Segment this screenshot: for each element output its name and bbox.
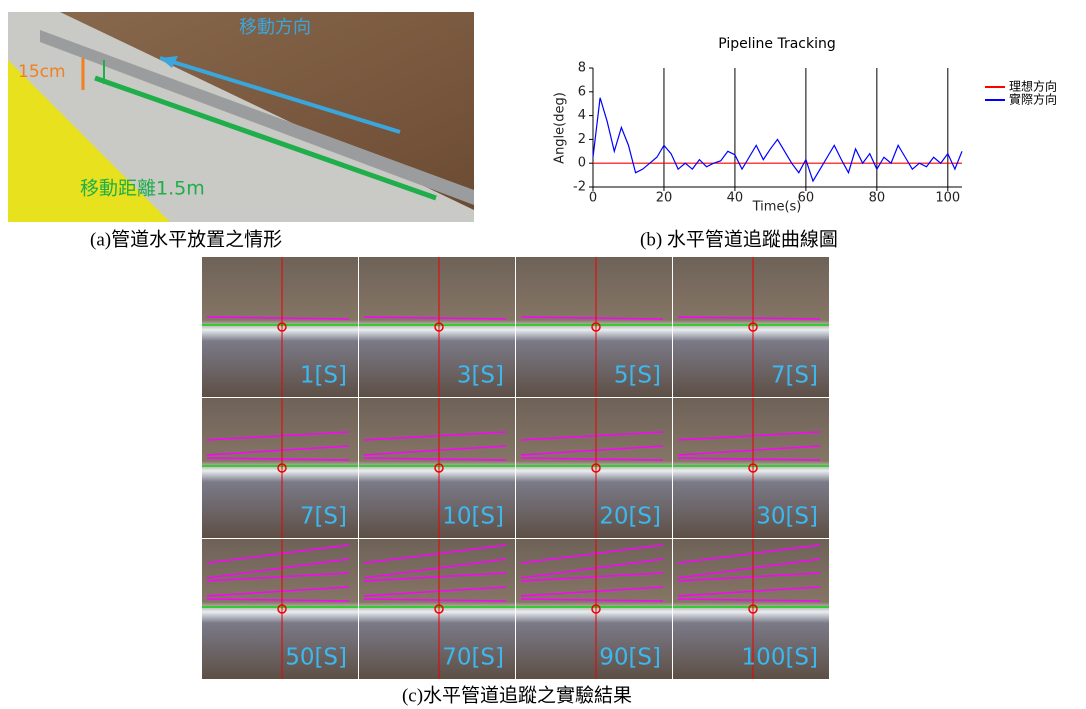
x-tick-label: 80 xyxy=(869,191,886,206)
tile: 70[S] xyxy=(359,539,515,679)
chart-title: Pipeline Tracking xyxy=(718,36,836,52)
caption: (c)水平管道追蹤之實驗結果 xyxy=(402,684,632,706)
data-line xyxy=(593,98,962,181)
y-axis-label: Angle(deg) xyxy=(553,92,568,164)
tile-label: 100[S] xyxy=(742,645,818,671)
x-tick-label: 20 xyxy=(656,191,673,206)
tile: 3[S] xyxy=(359,257,515,397)
tile-label: 50[S] xyxy=(285,645,347,671)
photo-label: 15cm xyxy=(18,62,66,82)
tile: 1[S] xyxy=(202,257,358,397)
tile-label: 20[S] xyxy=(599,504,661,530)
x-tick-label: 60 xyxy=(798,191,815,206)
x-tick-label: 0 xyxy=(589,191,597,206)
tile: 100[S] xyxy=(673,539,829,679)
tile-label: 10[S] xyxy=(442,504,504,530)
tile-label: 3[S] xyxy=(457,363,504,389)
tile: 7[S] xyxy=(673,257,829,397)
tile-label: 90[S] xyxy=(599,645,661,671)
tile-label: 5[S] xyxy=(614,363,661,389)
legend-label: 實際方向 xyxy=(1009,92,1057,107)
y-tick-label: 6 xyxy=(578,84,586,99)
caption: (b) 水平管道追蹤曲線圖 xyxy=(640,228,838,250)
tile: 20[S] xyxy=(516,398,672,538)
tile: 50[S] xyxy=(202,539,358,679)
photo-label: 移動距離1.5m xyxy=(80,178,205,200)
tile-label: 30[S] xyxy=(756,504,818,530)
photo xyxy=(8,12,474,222)
tile: 10[S] xyxy=(359,398,515,538)
tile: 90[S] xyxy=(516,539,672,679)
x-axis-label: Time(s) xyxy=(752,200,802,215)
tile: 5[S] xyxy=(516,257,672,397)
caption: (a)管道水平放置之情形 xyxy=(90,228,282,250)
x-tick-label: 100 xyxy=(935,191,960,206)
tile-label: 7[S] xyxy=(771,363,818,389)
tile-label: 7[S] xyxy=(300,504,347,530)
y-tick-label: -2 xyxy=(573,180,586,195)
tile: 30[S] xyxy=(673,398,829,538)
y-tick-label: 8 xyxy=(578,61,586,76)
x-tick-label: 40 xyxy=(727,191,744,206)
photo-label: 移動方向 xyxy=(239,17,311,38)
tile-label: 70[S] xyxy=(442,645,504,671)
tile: 7[S] xyxy=(202,398,358,538)
y-tick-label: 2 xyxy=(578,132,586,147)
figure: 移動方向 15cm 移動距離1.5m (a)管道水平放置之情形 Pipeline… xyxy=(0,0,1086,709)
y-tick-label: 4 xyxy=(578,108,586,123)
tile-label: 1[S] xyxy=(300,363,347,389)
legend-label: 理想方向 xyxy=(1009,79,1057,94)
y-tick-label: 0 xyxy=(578,156,586,171)
